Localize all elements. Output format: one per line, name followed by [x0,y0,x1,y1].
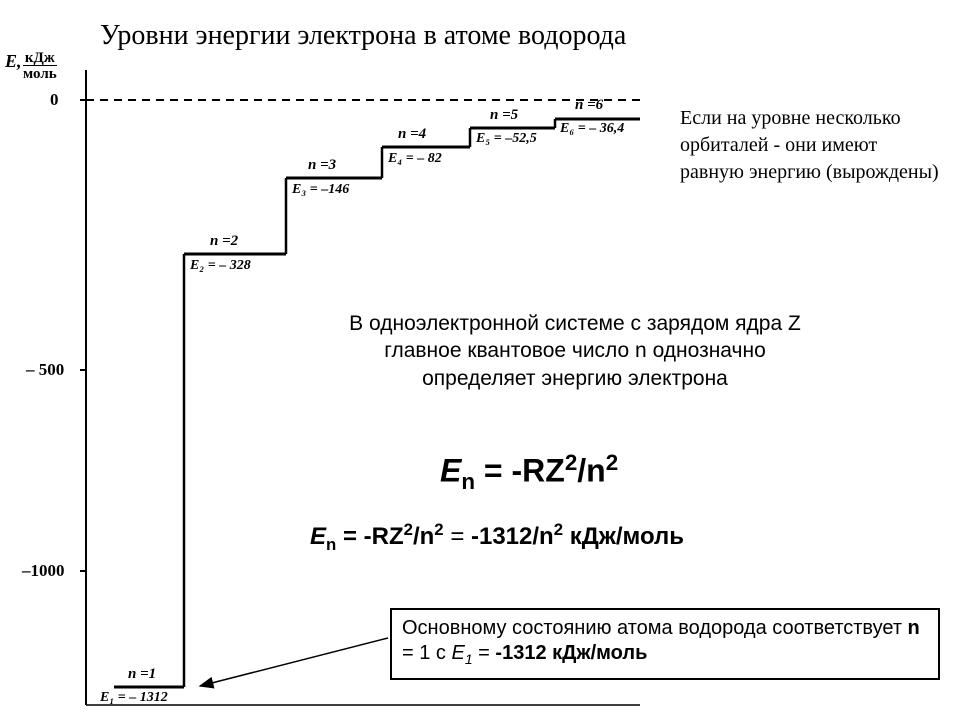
level-n4: n =4 [398,126,426,143]
level-n2: n =2 [210,233,238,250]
level-n6: n =6 [575,97,603,114]
level-n5: n =5 [490,107,518,124]
tick-500: – 500 [26,360,64,380]
ground-state-box: Основному состоянию атома водорода соотв… [390,608,940,680]
level-e4: E₄ = – 82 [388,151,442,167]
tick-0: 0 [50,90,59,110]
level-e3: E₃ = –146 [292,182,349,198]
level-e6: E₆ = – 36,4 [560,121,624,137]
level-e2: E₂ = – 328 [190,258,251,274]
level-e1: E₁ = – 1312 [100,690,168,706]
formula-big: En = -RZ2/n2 [440,450,618,495]
level-n3: n =3 [308,157,336,174]
level-n1: n =1 [128,666,156,683]
note-right: Если на уровне несколько орбиталей - они… [680,105,940,186]
level-e5: E₅ = –52,5 [476,131,537,147]
tick-1000: –1000 [22,561,65,581]
formula-small: En = -RZ2/n2 = -1312/n2 кДж/моль [310,520,684,555]
central-paragraph: В одноэлектронной системе с зарядом ядра… [340,310,810,392]
